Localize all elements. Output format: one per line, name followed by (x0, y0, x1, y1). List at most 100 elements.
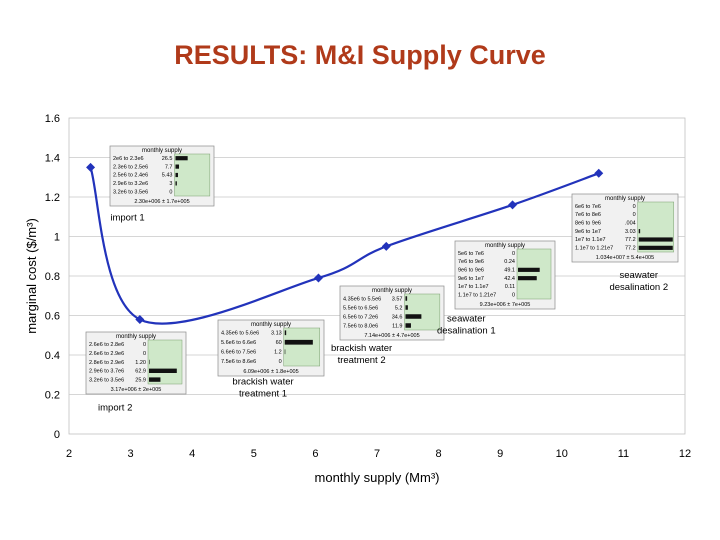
inset-bar (638, 237, 673, 242)
inset-value: 0 (143, 351, 146, 357)
inset-range: 5e6 to 7e6 (458, 251, 484, 257)
inset-range: 6e6 to 7e6 (575, 204, 601, 210)
inset-value: 49.1 (504, 268, 515, 274)
inset-value: 0 (512, 293, 515, 299)
inset-value: 3.03 (625, 229, 636, 235)
inset-value: 7.7 (165, 164, 173, 170)
inset-value: 0 (143, 342, 146, 348)
inset-range: 9e6 to 1e7 (458, 276, 484, 282)
x-tick-label: 7 (374, 448, 380, 460)
inset-value: 3.13 (271, 331, 282, 337)
inset-value: 34.6 (392, 314, 403, 320)
inset-range: 3.2e6 to 3.5e6 (113, 189, 148, 195)
inset-value: 26.5 (162, 156, 173, 162)
y-tick-label: 1.2 (45, 192, 60, 204)
inset-range: 9e6 to 1e7 (575, 229, 601, 235)
inset-bar (405, 314, 422, 319)
inset-value: 5.43 (162, 173, 173, 179)
annotation-line: treatment 2 (338, 355, 386, 366)
inset-value: 0 (169, 189, 172, 195)
annotation-line: brackish water (232, 377, 293, 388)
inset-value: 62.9 (135, 369, 146, 375)
inset-range: 1e7 to 1.1e7 (575, 237, 606, 243)
inset-range: 1.1e7 to 1.21e7 (575, 246, 613, 252)
inset-footer: 2.30e+006 ± 1.7e+005 (134, 199, 189, 205)
annotation-line: desalination 2 (609, 282, 668, 293)
annotation-label: brackish water treatment 1 (232, 377, 293, 400)
inset-range: 2.8e6 to 2.9e6 (89, 360, 124, 366)
inset-range: 2.5e6 to 2.4e6 (113, 173, 148, 179)
annotation-line: desalination 1 (437, 325, 496, 336)
annotation-line: brackish water (331, 343, 392, 354)
x-tick-label: 4 (189, 448, 195, 460)
inset-panel: monthly supply 6e6 to 7e6 0 7e6 to 8e6 0 8e6 … (571, 193, 679, 263)
inset-bar (284, 330, 287, 336)
annotation-label: import 2 (98, 402, 132, 413)
inset-bar (284, 349, 286, 355)
data-point (313, 273, 323, 283)
inset-value: 77.2 (625, 246, 636, 252)
inset-bar (149, 368, 177, 373)
inset-histogram-area (147, 339, 183, 385)
y-tick-label: 1.6 (45, 113, 60, 125)
inset-title: monthly supply (372, 288, 412, 294)
y-tick-label: 0.6 (45, 311, 60, 323)
inset-title: monthly supply (251, 322, 291, 328)
insets-layer: monthly supply 2e6 to 2.3e6 26.5 2.3e6 to 2… (85, 145, 679, 395)
inset-bar (175, 156, 188, 161)
inset-value: 0.24 (504, 259, 515, 265)
inset-range: 2.6e6 to 2.8e6 (89, 342, 124, 348)
annotation-label: seawater desalination 1 (437, 313, 496, 336)
inset-bar (638, 245, 673, 250)
data-point (381, 241, 391, 251)
inset-histogram-area (516, 248, 552, 300)
inset-value: 0 (512, 251, 515, 257)
inset-value: 77.2 (625, 237, 636, 243)
inset-bar (638, 229, 641, 234)
inset-footer: 3.17e+006 ± 2e+005 (111, 387, 162, 393)
annotation-label: brackish water treatment 2 (331, 343, 392, 366)
inset-panel: monthly supply 4.35e6 to 5.5e6 3.57 5.5e6 t… (339, 285, 445, 341)
x-tick-label: 8 (436, 448, 442, 460)
inset-range: 8e6 to 9e6 (575, 221, 601, 227)
inset-panel: monthly supply 2e6 to 2.3e6 26.5 2.3e6 to 2… (109, 145, 215, 207)
inset-range: 7.5e6 to 8.0e6 (343, 323, 378, 329)
y-tick-label: 1 (54, 232, 60, 244)
x-tick-label: 6 (312, 448, 318, 460)
inset-value: 25.9 (135, 377, 146, 383)
data-point (86, 162, 96, 172)
inset-range: 5.5e6 to 6.5e6 (343, 305, 378, 311)
inset-footer: 7.14e+006 ± 4.7e+005 (364, 333, 419, 339)
inset-range: 2.6e6 to 2.9e6 (89, 351, 124, 357)
x-tick-label: 5 (251, 448, 257, 460)
data-point (508, 200, 518, 210)
inset-bar (284, 339, 313, 345)
inset-range: 1e7 to 1.1e7 (458, 284, 489, 290)
inset-range: 7e6 to 8e6 (575, 212, 601, 218)
data-point (594, 168, 604, 178)
inset-value: 11.9 (392, 323, 402, 329)
inset-title: monthly supply (605, 196, 645, 202)
inset-bar (175, 164, 180, 169)
inset-bar (518, 276, 537, 281)
inset-range: 2.3e6 to 2.5e6 (113, 164, 148, 170)
inset-range: 4.35e6 to 5.6e6 (221, 331, 259, 337)
inset-value: 0.11 (505, 284, 515, 290)
inset-title: monthly supply (116, 334, 156, 340)
inset-value: 0 (633, 204, 636, 210)
inset-value: 3 (169, 181, 172, 187)
inset-value: 0 (279, 359, 282, 365)
inset-range: 2e6 to 2.3e6 (113, 156, 144, 162)
inset-range: 3.2e6 to 3.5e6 (89, 377, 124, 383)
annotation-line: treatment 1 (239, 389, 287, 400)
x-axis-title: monthly supply (Mm³) (315, 470, 440, 485)
y-tick-labels: 0 0.2 0.4 0.6 0.8 1 1.2 1.4 1.6 (45, 113, 60, 441)
x-tick-label: 12 (679, 448, 691, 460)
annotation-line: import 1 (110, 213, 144, 224)
annotation-line: import 2 (98, 402, 132, 413)
inset-range: 6.5e6 to 7.2e6 (343, 314, 378, 320)
y-tick-label: 0.2 (45, 390, 60, 402)
